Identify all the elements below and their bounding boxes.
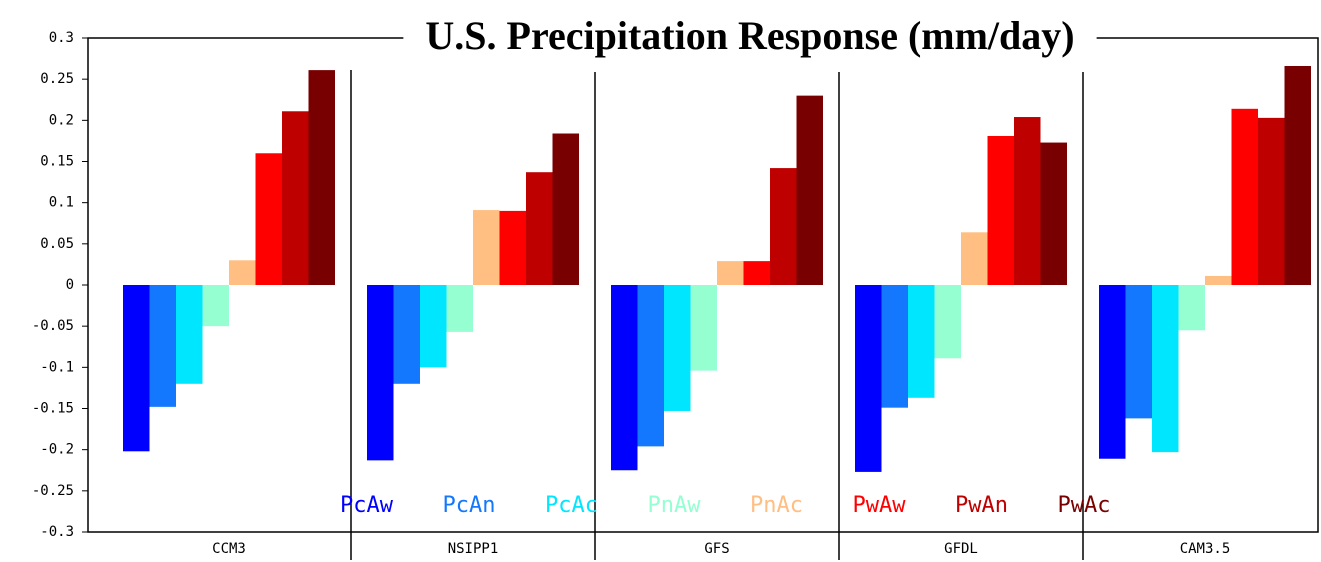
bar: [202, 285, 229, 327]
y-tick-label: 0.3: [49, 30, 74, 46]
bar: [473, 210, 500, 285]
y-tick-label: -0.15: [32, 401, 74, 417]
x-tick-label: GFDL: [944, 541, 978, 557]
bar: [1205, 275, 1232, 285]
bar: [1178, 285, 1205, 331]
bar: [552, 133, 579, 285]
x-tick-label: CCM3: [212, 541, 246, 557]
bar: [308, 70, 335, 285]
bar: [1099, 285, 1126, 459]
bar: [637, 285, 664, 447]
bar: [770, 168, 797, 285]
bar: [526, 172, 553, 285]
bar: [934, 285, 961, 359]
bar: [855, 285, 882, 472]
title-background: [403, 0, 1097, 72]
y-tick-label: -0.05: [32, 318, 74, 334]
bar: [1152, 285, 1179, 453]
y-tick-label: 0: [66, 277, 74, 293]
y-tick-label: -0.3: [40, 524, 74, 540]
bar: [149, 285, 176, 407]
x-tick-label: NSIPP1: [448, 541, 499, 557]
bar: [176, 285, 203, 384]
bar: [743, 261, 770, 285]
bar: [908, 285, 935, 398]
bar: [1258, 117, 1285, 285]
legend-entry: PwAc: [1058, 493, 1111, 518]
bar: [393, 285, 420, 384]
y-tick-label: -0.1: [40, 359, 74, 375]
bar: [282, 111, 309, 285]
bar: [1014, 117, 1041, 285]
legend-entry: PcAw: [340, 493, 394, 518]
bar: [796, 95, 823, 285]
bar: [1125, 285, 1152, 419]
chart-title: U.S. Precipitation Response (mm/day): [425, 13, 1074, 58]
y-tick-label: 0.25: [40, 71, 74, 87]
y-tick-label: -0.2: [40, 442, 74, 458]
legend-entry: PnAc: [750, 493, 803, 518]
y-tick-label: 0.2: [49, 112, 74, 128]
bar: [611, 285, 638, 471]
bar: [499, 210, 526, 285]
bar: [229, 260, 256, 285]
bar: [255, 153, 282, 285]
bar: [420, 285, 447, 368]
x-tick-label: GFS: [704, 541, 729, 557]
legend-entry: PcAc: [545, 493, 598, 518]
bar: [123, 285, 150, 452]
legend-entry: PcAn: [443, 493, 496, 518]
bar: [367, 285, 394, 461]
bar: [664, 285, 691, 411]
bar: [1231, 108, 1258, 285]
y-tick-label: -0.25: [32, 483, 74, 499]
bar: [961, 232, 988, 285]
bar: [987, 135, 1014, 285]
bar: [690, 285, 717, 371]
bar: [881, 285, 908, 408]
y-tick-label: 0.1: [49, 195, 74, 211]
y-tick-label: 0.15: [40, 154, 74, 170]
legend-entry: PwAw: [853, 493, 907, 518]
x-tick-label: CAM3.5: [1180, 541, 1231, 557]
legend-entry: PwAn: [955, 493, 1008, 518]
bar: [1040, 142, 1067, 285]
legend-entry: PnAw: [648, 493, 702, 518]
bar: [717, 261, 744, 285]
y-tick-label: 0.05: [40, 236, 74, 252]
bar: [446, 285, 473, 332]
bar: [1284, 65, 1311, 285]
